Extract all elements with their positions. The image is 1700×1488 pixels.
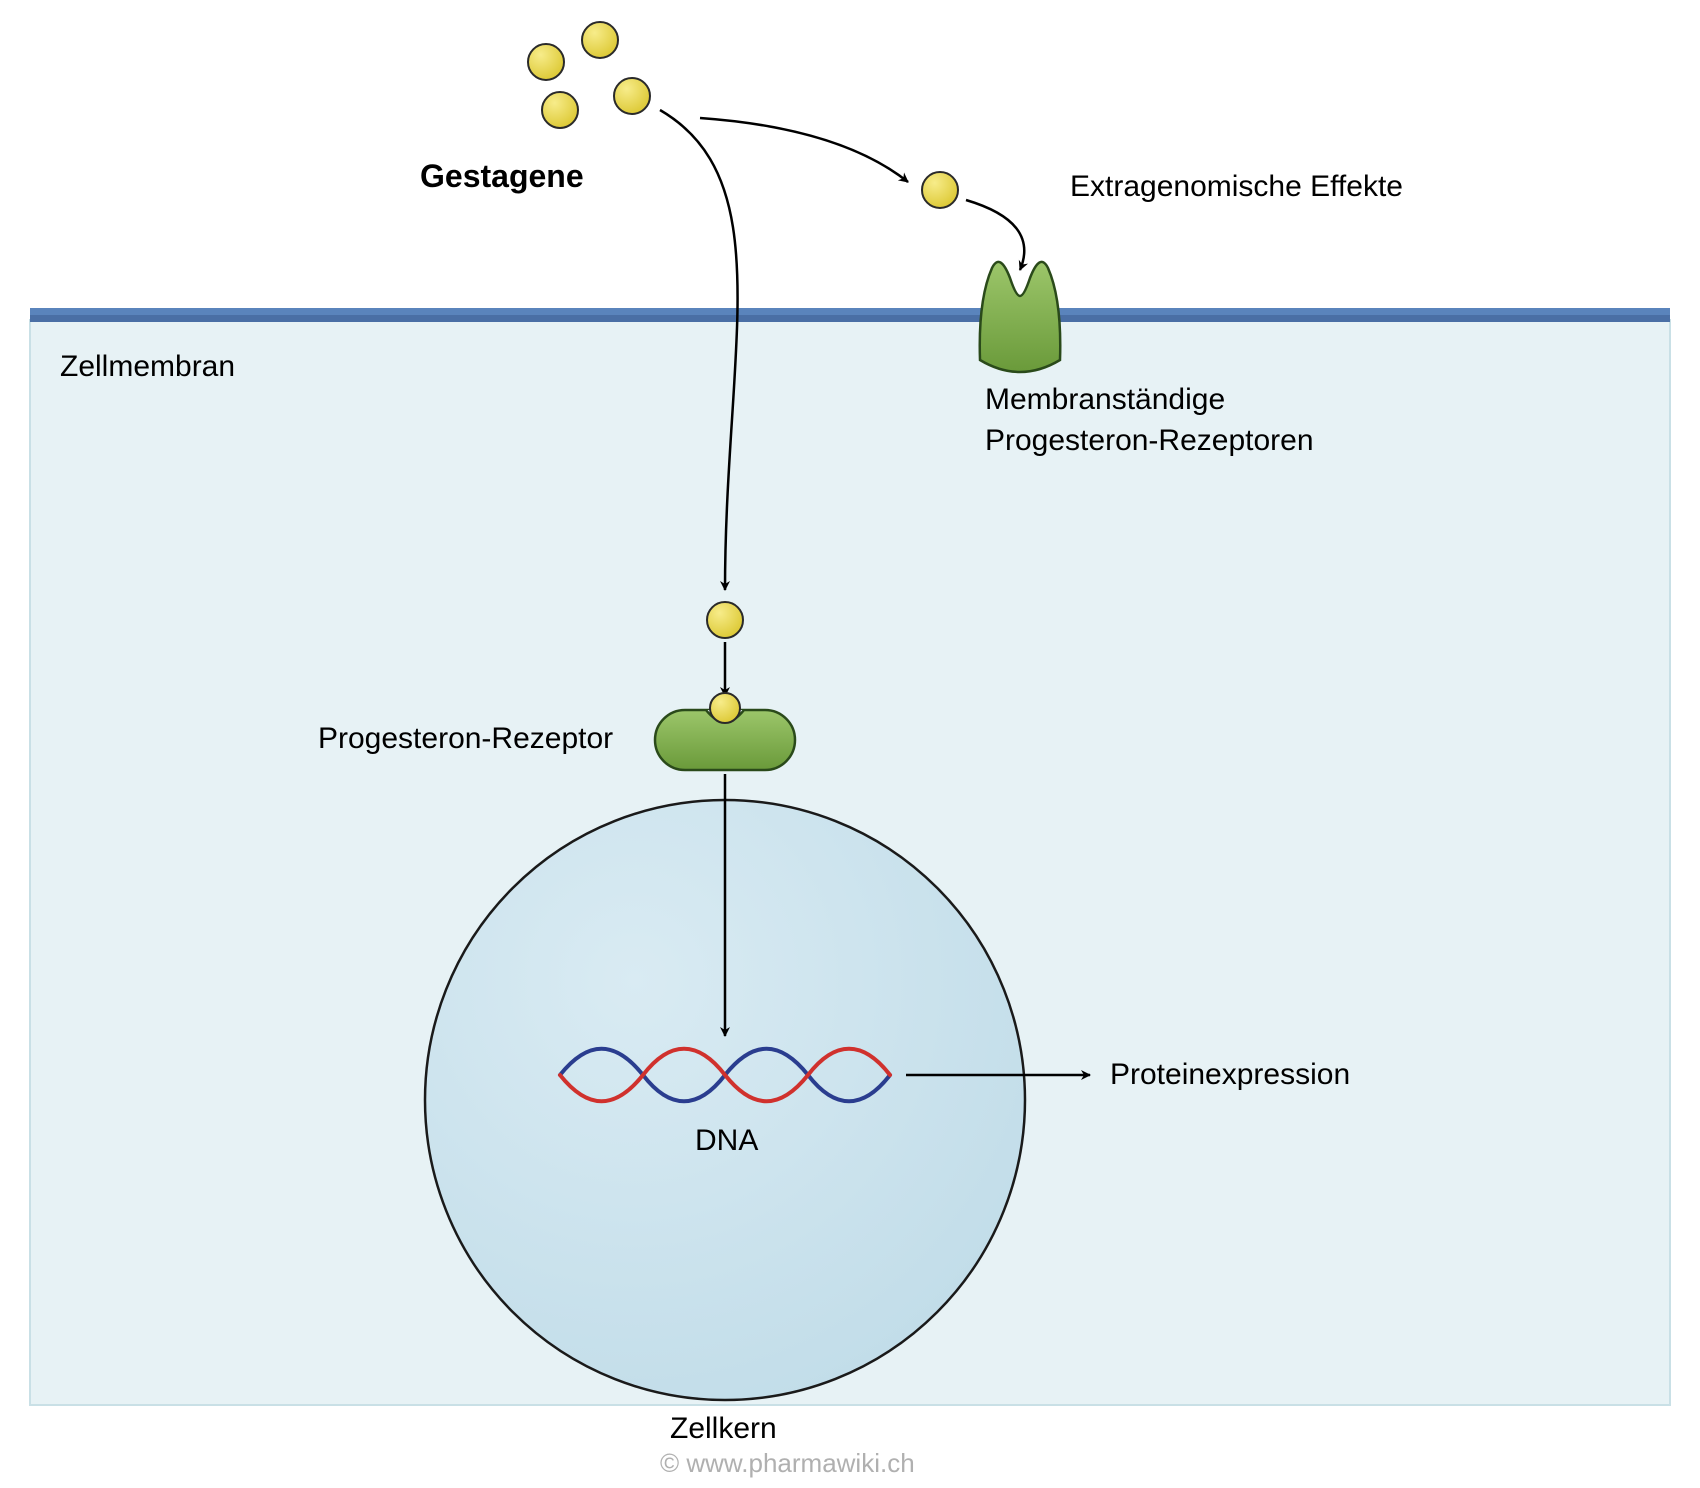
membrane-receptor-label-line1: Membranständige xyxy=(985,383,1225,416)
protein-expression-label: Proteinexpression xyxy=(1110,1058,1350,1092)
membrane-receptor-icon xyxy=(980,262,1061,372)
cell-membrane-bottom xyxy=(30,315,1670,322)
gestagene-molecules-top xyxy=(528,22,650,128)
progesterone-receptor-label: Progesteron-Rezeptor xyxy=(318,722,613,756)
molecule-bound-icon xyxy=(710,693,740,723)
arrow-molecule-to-memb-receptor xyxy=(966,200,1024,270)
arrow-branch-to-molecule xyxy=(700,118,908,182)
extragenomic-effects-label: Extragenomische Effekte xyxy=(1070,170,1403,204)
molecule-cytoplasm-icon xyxy=(707,602,743,638)
copyright-label: © www.pharmawiki.ch xyxy=(660,1448,915,1479)
zellmembran-label: Zellmembran xyxy=(60,350,235,384)
gestagene-label: Gestagene xyxy=(420,158,584,195)
membrane-receptor-label-line2: Progesteron-Rezeptoren xyxy=(985,424,1314,457)
cell-membrane-top xyxy=(30,308,1670,315)
membrane-receptor-label: Membranständige Progesteron-Rezeptoren xyxy=(985,380,1314,461)
dna-label: DNA xyxy=(695,1124,758,1158)
diagram-svg xyxy=(0,0,1700,1488)
diagram-canvas: Gestagene Extragenomische Effekte Zellme… xyxy=(0,0,1700,1488)
molecule-branch-icon xyxy=(922,172,958,208)
zellkern-label: Zellkern xyxy=(670,1412,777,1446)
